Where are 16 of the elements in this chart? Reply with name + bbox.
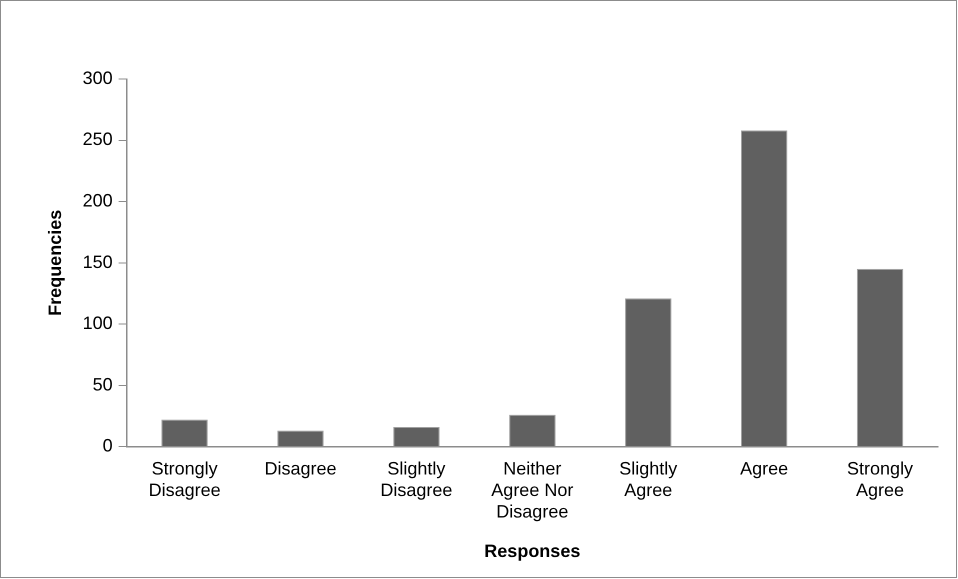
y-tick-label: 100 — [82, 313, 113, 334]
y-axis-title: Frequencies — [44, 210, 65, 316]
x-tick-label: Agree — [740, 458, 788, 478]
x-tick-label: Slightly Disagree — [380, 458, 452, 500]
y-tick-label: 50 — [92, 374, 113, 394]
x-tick-label: Neither Agree Nor Disagree — [491, 458, 574, 522]
x-tick-label: Disagree — [264, 458, 337, 478]
y-tick-label: 150 — [82, 252, 113, 272]
y-tick-label: 250 — [82, 129, 113, 150]
y-tick-label: 300 — [82, 68, 113, 88]
y-tick-label: 200 — [82, 190, 113, 210]
y-tick-label: 0 — [102, 436, 113, 456]
x-tick-label: Slightly Agree — [619, 458, 678, 500]
x-tick-label: Strongly Agree — [847, 458, 914, 500]
x-tick-label: Strongly Disagree — [148, 458, 221, 500]
x-axis-title: Responses — [484, 541, 580, 562]
